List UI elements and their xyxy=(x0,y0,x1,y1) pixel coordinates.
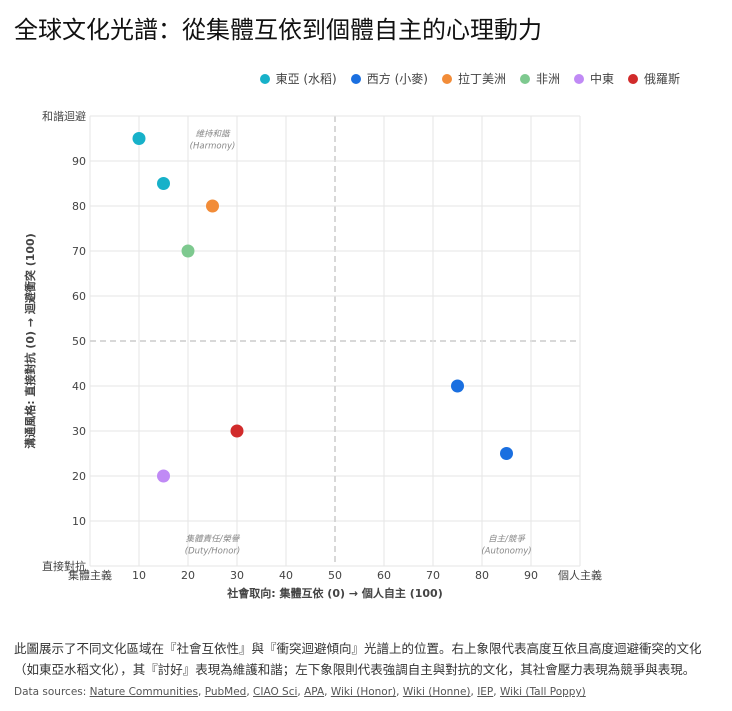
legend-item[interactable]: 非洲 xyxy=(519,70,560,87)
data-point xyxy=(132,132,146,145)
quadrant-label: 自主/競爭 xyxy=(488,534,526,545)
legend-label: 俄羅斯 xyxy=(643,72,680,86)
source-link[interactable]: Wiki (Tall Poppy) xyxy=(499,686,586,698)
data-point xyxy=(500,447,513,460)
y-tick-label: 60 xyxy=(72,290,86,303)
data-point xyxy=(451,379,464,393)
data-point xyxy=(206,199,219,213)
source-link[interactable]: Wiki (Honor) xyxy=(330,686,397,698)
legend-marker-icon xyxy=(519,73,530,84)
legend-item[interactable]: 中東 xyxy=(573,70,614,87)
legend-item[interactable]: 西方 (小麥) xyxy=(350,70,428,87)
y-tick-label: 30 xyxy=(72,425,86,438)
quadrant-sublabel: (Autonomy) xyxy=(481,547,531,557)
y-tick-label: 直接對抗 xyxy=(42,559,86,573)
x-axis-label: 社會取向: 集體互依 (0) → 個人自主 (100) xyxy=(226,586,443,600)
legend-label: 中東 xyxy=(589,72,614,86)
x-tick-label: 10 xyxy=(132,569,146,582)
source-link[interactable]: PubMed xyxy=(204,686,247,698)
y-tick-label: 和諧迴避 xyxy=(42,109,86,123)
x-tick-label: 50 xyxy=(328,569,342,582)
legend-item[interactable]: 拉丁美洲 xyxy=(441,70,506,87)
quadrant-label: 集體責任/榮譽 xyxy=(186,534,241,545)
y-tick-label: 70 xyxy=(72,245,86,258)
source-link[interactable]: Wiki (Honne) xyxy=(402,686,471,698)
legend-label: 非洲 xyxy=(535,72,560,86)
y-axis-label: 溝通風格: 直接對抗 (0) → 迴避衝突 (100) xyxy=(23,233,37,449)
source-link[interactable]: IEP xyxy=(477,686,494,698)
legend-label: 東亞 (水稻) xyxy=(275,72,337,86)
legend-item[interactable]: 東亞 (水稻) xyxy=(259,70,337,87)
x-tick-label: 60 xyxy=(377,569,391,582)
legend-label: 拉丁美洲 xyxy=(457,72,506,86)
x-tick-label: 90 xyxy=(524,569,538,582)
source-link[interactable]: APA xyxy=(304,686,325,698)
legend-marker-icon xyxy=(573,73,584,84)
source-link[interactable]: CIAO Sci xyxy=(253,686,298,698)
legend-marker-icon xyxy=(259,73,270,84)
x-tick-label: 集體主義 xyxy=(68,568,112,582)
quadrant-sublabel: (Duty/Honor) xyxy=(185,547,240,557)
data-sources: Data sources: Nature Communities, PubMed… xyxy=(14,686,586,698)
sources-label: Data sources: xyxy=(14,686,87,698)
data-point xyxy=(157,469,170,483)
x-tick-label: 30 xyxy=(230,569,244,582)
legend: 東亞 (水稻) 西方 (小麥) 拉丁美洲 非洲 中東 俄羅斯 xyxy=(259,70,680,87)
legend-item[interactable]: 俄羅斯 xyxy=(627,70,680,87)
legend-marker-icon xyxy=(627,73,638,84)
legend-marker-icon xyxy=(350,73,361,84)
source-link[interactable]: Nature Communities xyxy=(89,686,198,698)
y-tick-label: 90 xyxy=(72,155,86,168)
page-title: 全球文化光譜：從集體互依到個體自主的心理動力 xyxy=(14,16,542,44)
description: 此圖展示了不同文化區域在『社會互依性』與『衝突迴避傾向』光譜上的位置。右上象限代… xyxy=(14,641,702,677)
y-tick-label: 10 xyxy=(72,515,86,528)
quadrant-label: 維持和諧 xyxy=(195,129,231,140)
x-tick-label: 80 xyxy=(475,569,489,582)
quadrant-sublabel: (Harmony) xyxy=(190,142,236,152)
x-tick-label: 20 xyxy=(181,569,195,582)
y-tick-label: 80 xyxy=(72,200,86,213)
x-tick-label: 個人主義 xyxy=(558,568,602,582)
x-tick-label: 40 xyxy=(279,569,293,582)
data-point xyxy=(181,244,195,258)
legend-marker-icon xyxy=(441,73,452,84)
data-point xyxy=(230,424,244,438)
y-tick-label: 40 xyxy=(72,380,86,393)
data-point xyxy=(157,177,170,190)
y-tick-label: 50 xyxy=(72,335,86,348)
legend-label: 西方 (小麥) xyxy=(366,72,428,86)
x-tick-label: 70 xyxy=(426,569,440,582)
y-tick-label: 20 xyxy=(72,470,86,483)
